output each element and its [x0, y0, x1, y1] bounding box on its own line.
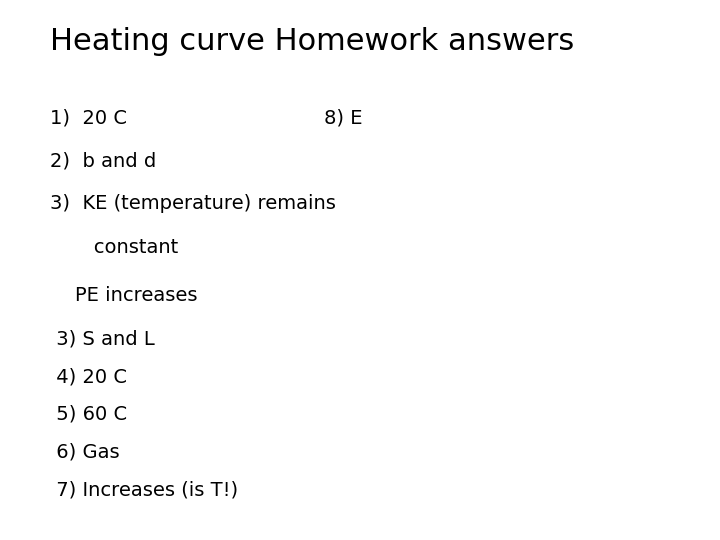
Text: 6) Gas: 6) Gas [50, 443, 120, 462]
Text: 5) 60 C: 5) 60 C [50, 405, 127, 424]
Text: 2)  b and d: 2) b and d [50, 151, 157, 170]
Text: Heating curve Homework answers: Heating curve Homework answers [50, 27, 575, 56]
Text: constant: constant [50, 238, 179, 256]
Text: 8) E: 8) E [324, 108, 362, 127]
Text: 7) Increases (is T!): 7) Increases (is T!) [50, 481, 238, 500]
Text: 3)  KE (temperature) remains: 3) KE (temperature) remains [50, 194, 336, 213]
Text: 1)  20 C: 1) 20 C [50, 108, 127, 127]
Text: 3) S and L: 3) S and L [50, 329, 155, 348]
Text: PE increases: PE increases [50, 286, 198, 305]
Text: 4) 20 C: 4) 20 C [50, 367, 127, 386]
